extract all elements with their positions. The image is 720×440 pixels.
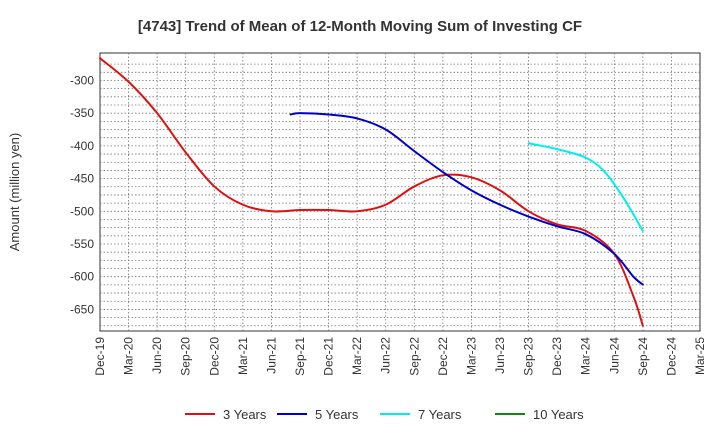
x-tick-label: Sep-22 xyxy=(407,337,421,376)
x-tick-label: Dec-24 xyxy=(664,337,678,376)
y-tick-label: -300 xyxy=(70,73,94,87)
series-lines xyxy=(99,57,644,327)
y-axis-ticks: -300 -350 -400 -450 -500 -550 -600 -650 xyxy=(70,73,94,316)
x-tick-label: Sep-21 xyxy=(293,337,307,376)
x-tick-label: Sep-23 xyxy=(522,337,536,376)
x-tick-label: Mar-22 xyxy=(350,337,364,375)
y-tick-label: -400 xyxy=(70,139,94,153)
legend-label-10-years: 10 Years xyxy=(533,407,584,422)
y-tick-label: -650 xyxy=(70,302,94,316)
series-line-3-years xyxy=(99,57,644,327)
x-tick-label: Jun-20 xyxy=(150,337,164,374)
x-tick-label: Mar-20 xyxy=(122,337,136,375)
x-tick-label: Dec-19 xyxy=(93,337,107,376)
x-tick-label: Sep-20 xyxy=(179,337,193,376)
x-axis-ticks: Dec-19 Mar-20 Jun-20 Sep-20 Dec-20 Mar-21 Jun-… xyxy=(93,337,707,376)
y-axis-label: Amount (million yen) xyxy=(7,133,22,252)
x-tick-label: Jun-23 xyxy=(493,337,507,374)
x-tick-label: Dec-22 xyxy=(436,337,450,376)
y-tick-label: -600 xyxy=(70,270,94,284)
legend-label-3-years: 3 Years xyxy=(223,407,267,422)
legend-label-7-years: 7 Years xyxy=(418,407,462,422)
y-tick-label: -550 xyxy=(70,237,94,251)
y-tick-label: -450 xyxy=(70,172,94,186)
x-tick-label: Dec-20 xyxy=(207,337,221,376)
x-tick-label: Mar-21 xyxy=(236,337,250,375)
x-tick-label: Dec-21 xyxy=(322,337,336,376)
y-tick-label: -500 xyxy=(70,204,94,218)
chart-title: [4743] Trend of Mean of 12-Month Moving … xyxy=(138,18,582,35)
y-tick-label: -350 xyxy=(70,106,94,120)
x-tick-label: Mar-23 xyxy=(464,337,478,375)
series-line-7-years xyxy=(527,142,644,232)
x-tick-label: Jun-21 xyxy=(264,337,278,374)
plot-area xyxy=(99,52,701,332)
x-tick-label: Jun-22 xyxy=(379,337,393,374)
x-tick-label: Dec-23 xyxy=(550,337,564,376)
legend: 3 Years 5 Years 7 Years 10 Years xyxy=(185,407,584,422)
legend-label-5-years: 5 Years xyxy=(315,407,359,422)
x-tick-label: Sep-24 xyxy=(636,337,650,376)
x-tick-label: Mar-24 xyxy=(579,337,593,375)
x-tick-label: Jun-24 xyxy=(607,337,621,374)
series-line-5-years xyxy=(289,112,644,286)
x-tick-label: Mar-25 xyxy=(693,337,707,375)
